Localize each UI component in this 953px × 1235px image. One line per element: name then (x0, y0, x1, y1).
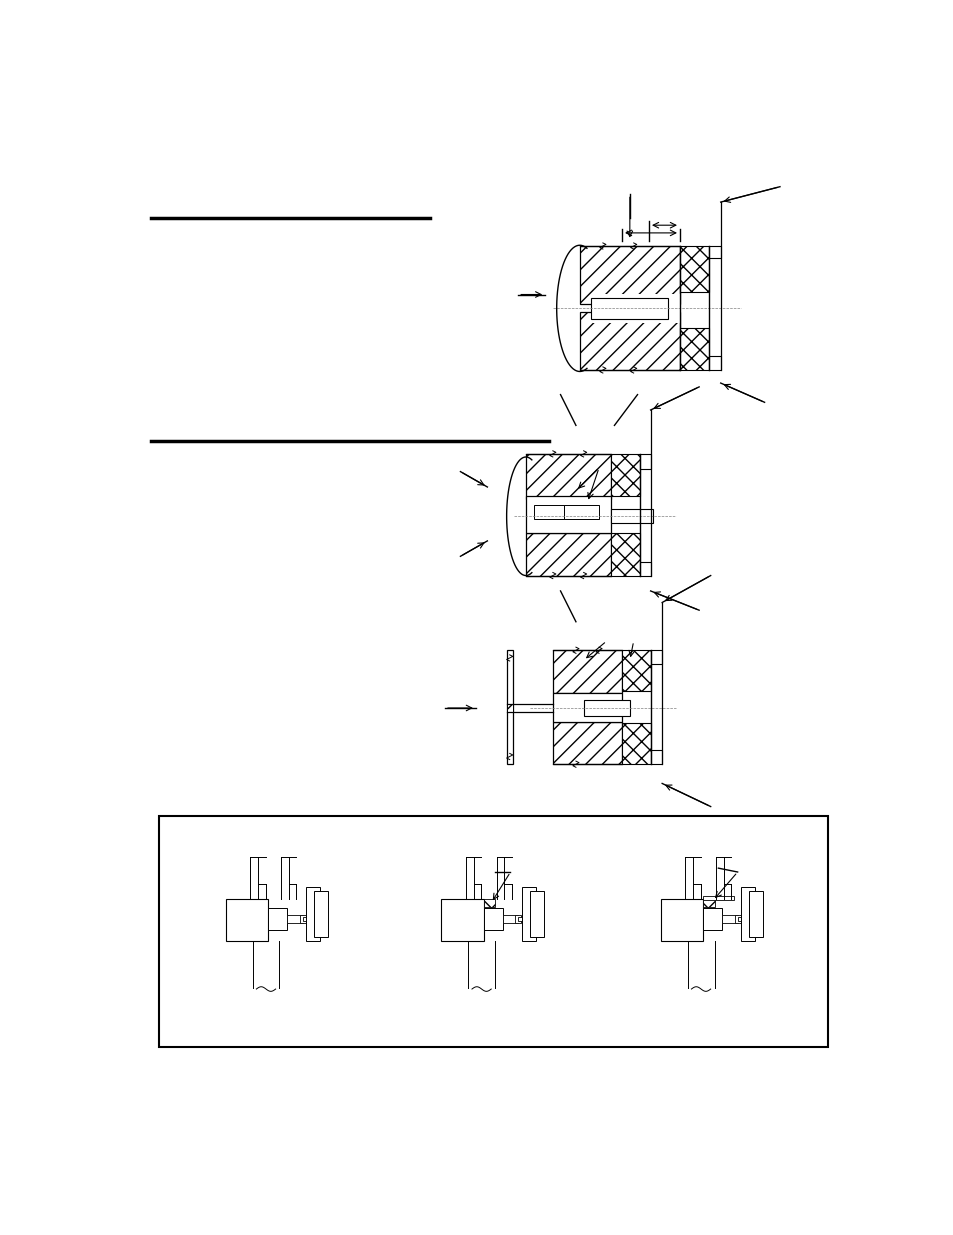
Bar (533, 505, 564, 520)
Bar (506, 704, 513, 711)
Bar (679, 246, 708, 293)
Bar (525, 496, 610, 534)
Bar (529, 892, 543, 937)
Bar (483, 899, 495, 906)
Bar (734, 915, 740, 923)
Bar (517, 916, 527, 921)
Bar (440, 899, 483, 941)
Bar (708, 246, 720, 258)
Bar (610, 509, 652, 524)
Bar (306, 888, 320, 941)
Bar (552, 651, 621, 693)
Bar (621, 724, 651, 764)
Bar (314, 892, 328, 937)
Bar (639, 454, 650, 469)
Bar (287, 915, 302, 923)
Bar (651, 751, 661, 764)
Bar (621, 651, 651, 692)
Bar (679, 327, 708, 370)
Bar (552, 721, 621, 764)
Bar (702, 899, 714, 906)
Bar (579, 312, 679, 370)
Bar (225, 899, 268, 941)
Bar (659, 899, 702, 941)
Bar (737, 916, 746, 921)
Bar (651, 651, 661, 664)
Bar (610, 534, 639, 576)
Bar (702, 895, 733, 900)
Bar (302, 916, 312, 921)
Bar (583, 700, 629, 716)
Bar (708, 356, 720, 370)
Bar (158, 816, 827, 1047)
Bar (515, 915, 520, 923)
Bar (483, 908, 502, 930)
Bar (299, 915, 305, 923)
Bar (591, 294, 679, 324)
Bar (525, 454, 610, 499)
Bar (639, 562, 650, 576)
Bar (579, 246, 679, 304)
Bar (564, 505, 598, 520)
Bar (521, 888, 536, 941)
Bar (721, 915, 737, 923)
Bar (506, 651, 513, 764)
Bar (591, 298, 668, 319)
Bar (525, 534, 610, 576)
Bar (502, 915, 517, 923)
Bar (740, 888, 755, 941)
Bar (268, 908, 287, 930)
Bar (702, 908, 721, 930)
Bar (610, 454, 639, 496)
Bar (748, 892, 762, 937)
Bar (552, 693, 621, 721)
